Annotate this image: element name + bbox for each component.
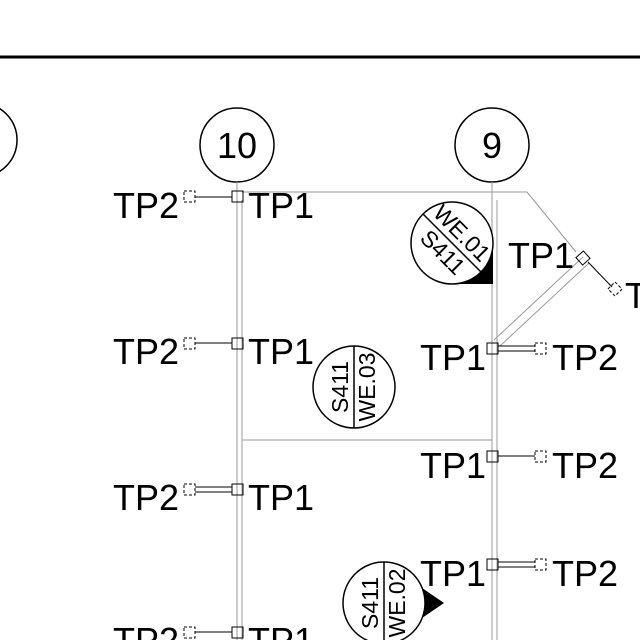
col9-row-2[interactable]: TP1 TP2 xyxy=(420,445,618,486)
section-marker-we02-top: WE.02 xyxy=(384,568,410,637)
col10-row-4[interactable]: TP2 TP1 xyxy=(113,620,314,640)
section-marker-we02[interactable]: S411 WE.02 xyxy=(342,561,444,640)
section-marker-we01[interactable]: WE.01 S411 xyxy=(409,200,495,286)
section-marker-we03-bottom: S411 xyxy=(327,361,353,413)
col9-row-2-right-label: TP2 xyxy=(552,445,618,486)
beam-lines xyxy=(236,182,577,640)
col10-row-2-left-label: TP2 xyxy=(113,331,179,372)
col10-row-3-left-label: TP2 xyxy=(113,477,179,518)
col10-row-4-right-label: TP1 xyxy=(248,620,314,640)
grid-bubble-10[interactable]: 10 xyxy=(199,107,275,183)
col10-row-3[interactable]: TP2 TP1 xyxy=(113,477,314,518)
col10-row-2[interactable]: TP2 TP1 xyxy=(113,331,314,372)
col9-row-1-left-label: TP1 xyxy=(420,337,486,378)
col10-row-1[interactable]: TP2 TP1 xyxy=(113,185,314,226)
col9-row-3-left-label: TP1 xyxy=(420,553,486,594)
col10-row-4-left-label: TP2 xyxy=(113,620,179,640)
col9-row-1[interactable]: TP1 TP2 xyxy=(420,337,618,378)
col9-row-3-right-label: TP2 xyxy=(552,553,618,594)
grid-bubble-partial xyxy=(0,107,18,173)
col10-row-1-right-label: TP1 xyxy=(248,185,314,226)
col9-row-2-left-label: TP1 xyxy=(420,445,486,486)
grid-label-9: 9 xyxy=(482,125,502,166)
col9-row-3[interactable]: TP1 TP2 xyxy=(420,553,618,594)
col10-row-2-right-label: TP1 xyxy=(248,331,314,372)
section-marker-we03[interactable]: S411 WE.03 xyxy=(312,345,396,429)
diagonal-tp1-label: TP1 xyxy=(508,235,574,276)
col10-row-3-right-label: TP1 xyxy=(248,477,314,518)
section-marker-we02-bottom: S411 xyxy=(357,577,383,629)
diagonal-cut-label: T xyxy=(625,275,640,316)
diagonal-brace xyxy=(493,250,623,347)
grid-bubble-9[interactable]: 9 xyxy=(454,107,530,183)
col9-row-1-right-label: TP2 xyxy=(552,337,618,378)
col10-row-1-left-label: TP2 xyxy=(113,185,179,226)
grid-label-10: 10 xyxy=(217,125,257,166)
section-marker-we03-top: WE.03 xyxy=(354,352,380,421)
